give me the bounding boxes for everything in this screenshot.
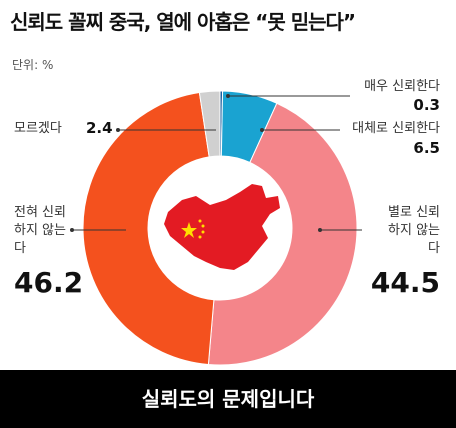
slice-label: 모르겠다 xyxy=(14,121,62,136)
leader-dot xyxy=(318,228,322,232)
value-label: 46.2 xyxy=(14,266,84,299)
leader-dot xyxy=(260,128,264,132)
star xyxy=(181,222,197,238)
leader-dot xyxy=(70,228,74,232)
caption-bar xyxy=(0,370,456,428)
leader-dot xyxy=(116,128,120,132)
map-shape xyxy=(164,184,280,270)
china-map xyxy=(164,184,280,270)
slice-label: 대체로 신뢰한다 xyxy=(352,121,440,136)
value-label: 6.5 xyxy=(413,139,440,157)
slices xyxy=(82,90,358,366)
unit-label: 단위: % xyxy=(12,58,54,72)
slice-label: 매우 신뢰한다 xyxy=(364,79,440,94)
slice xyxy=(82,91,215,366)
caption: 실뢰도의 문제입니다 xyxy=(141,387,315,411)
value-label: 0.3 xyxy=(413,96,440,114)
slice-label: 전혀 신뢰하지 않는다 xyxy=(14,205,66,256)
value-label: 44.5 xyxy=(370,266,440,299)
slice xyxy=(198,90,221,158)
value-label: 2.4 xyxy=(86,119,113,137)
chart-title: 신뢰도 꼴찌 중국, 열에 아홉은 “못 믿는다” xyxy=(10,10,356,34)
slice xyxy=(207,102,358,366)
leader-dot xyxy=(226,94,230,98)
slice-label: 별로 신뢰하지 않는다 xyxy=(388,205,440,256)
